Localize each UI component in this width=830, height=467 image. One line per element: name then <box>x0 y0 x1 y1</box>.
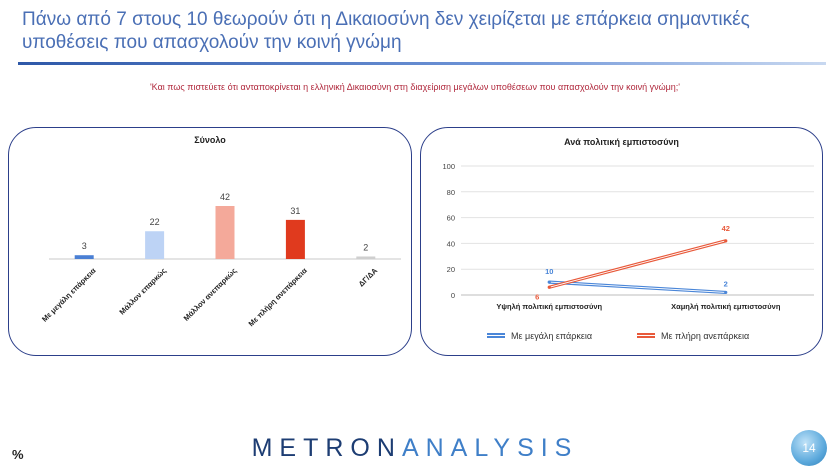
bar-value-label: 31 <box>290 206 300 216</box>
series-line-highlight <box>549 281 726 293</box>
y-tick-label: 60 <box>447 214 455 223</box>
legend-label: Με μεγάλη επάρκεια <box>511 331 593 341</box>
y-tick-label: 80 <box>447 188 455 197</box>
bar-category-label: Με μεγάλη επάρκεια <box>40 266 98 324</box>
data-point <box>724 290 728 295</box>
total-chart-title: Σύνολο <box>194 135 226 145</box>
x-category-label: Υψηλή πολιτική εμπιστοσύνη <box>496 302 602 311</box>
legend-item-high-adequacy: Με μεγάλη επάρκεια <box>487 331 592 341</box>
bar-category-label: Με πλήρη ανεπάρκεια <box>247 266 309 328</box>
total-chart-panel: Σύνολο 3 Με μεγάλη επάρκεια 22 Μάλλον επαρκ… <box>8 127 412 356</box>
trust-chart-panel: Ανά πολιτική εμπιστοσύνη 0 20 40 60 80 100 Υψη… <box>420 127 823 356</box>
brand-part-2: ANALYSIS <box>401 434 579 462</box>
bar-value-label: 3 <box>82 241 87 251</box>
title-underline <box>18 62 826 65</box>
survey-question: 'Και πως πιστεύετε ότι ανταποκρίνεται η … <box>149 82 681 92</box>
data-label: 2 <box>724 279 728 288</box>
bar-category-label: Μάλλον επαρκώς <box>117 266 168 317</box>
data-point <box>547 280 551 284</box>
y-tick-label: 40 <box>447 239 455 248</box>
legend-item-full-inadequacy: Με πλήρη ανεπάρκεια <box>637 331 749 341</box>
bar <box>215 206 235 259</box>
y-tick-label: 0 <box>451 291 455 300</box>
total-bar-chart: 3 Με μεγάλη επάρκεια 22 Μάλλον επαρκώς 42 Μάλ… <box>40 192 401 328</box>
bar <box>356 256 376 259</box>
data-label: 42 <box>722 224 730 233</box>
bar-value-label: 22 <box>150 217 160 227</box>
data-point <box>547 285 551 289</box>
brand-part-1: METRON <box>251 434 402 462</box>
bar <box>285 219 305 259</box>
legend-swatch-blue <box>487 333 505 339</box>
bar <box>145 231 165 259</box>
data-label: 6 <box>535 292 539 301</box>
series-line-highlight <box>549 240 726 288</box>
y-tick-label: 100 <box>442 162 455 171</box>
x-category-label: Χαμηλή πολιτική εμπιστοσύνη <box>671 302 781 311</box>
bar-category-label: Μάλλον ανεπαρκώς <box>182 266 239 323</box>
bar <box>74 255 94 259</box>
legend-swatch-orange <box>637 333 655 339</box>
bar-value-label: 42 <box>220 192 230 202</box>
page-title: Πάνω από 7 στους 10 θεωρούν ότι η Δικαιο… <box>22 9 750 53</box>
brand-logo: METRONANALYSIS <box>0 434 830 463</box>
y-tick-label: 20 <box>447 265 455 274</box>
data-point <box>724 239 728 243</box>
trust-line-chart: 0 20 40 60 80 100 Υψηλή πολιτική εμπιστοσύνη Χα… <box>442 162 814 311</box>
data-label: 10 <box>545 267 553 276</box>
unit-label: % <box>12 447 24 462</box>
bar-value-label: 2 <box>363 242 368 252</box>
bar-category-label: ΔΓ/ΔΑ <box>357 266 380 289</box>
page-number-badge: 14 <box>791 430 827 466</box>
trust-chart-title: Ανά πολιτική εμπιστοσύνη <box>564 137 679 147</box>
legend-label: Με πλήρη ανεπάρκεια <box>661 331 750 341</box>
